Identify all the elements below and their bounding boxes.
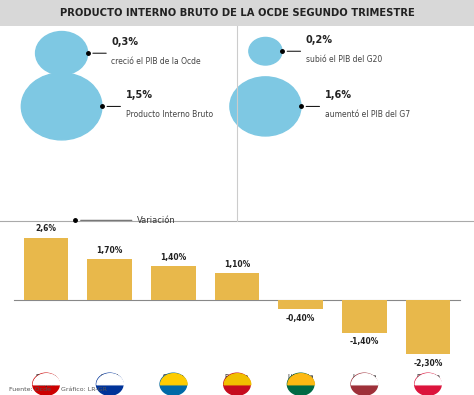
Text: 2,6%: 2,6% (36, 224, 56, 233)
FancyBboxPatch shape (406, 299, 450, 354)
Circle shape (415, 373, 441, 395)
Text: -0,40%: -0,40% (286, 314, 315, 323)
FancyBboxPatch shape (87, 259, 132, 299)
Text: 1,6%: 1,6% (325, 90, 352, 100)
Text: 1,70%: 1,70% (97, 246, 123, 255)
Text: Variación: Variación (137, 216, 176, 225)
Text: Lituania: Lituania (287, 374, 314, 380)
Text: -2,30%: -2,30% (413, 359, 443, 368)
Text: 1,40%: 1,40% (160, 253, 186, 261)
Circle shape (33, 373, 59, 395)
FancyBboxPatch shape (342, 299, 387, 333)
Text: Producto Interno Bruto: Producto Interno Bruto (126, 110, 213, 119)
Text: 0,3%: 0,3% (111, 37, 138, 47)
Text: Polonia: Polonia (416, 374, 440, 380)
FancyBboxPatch shape (151, 266, 196, 299)
FancyBboxPatch shape (278, 299, 323, 309)
Text: Letonia: Letonia (352, 374, 377, 380)
Text: 0,2%: 0,2% (306, 35, 333, 45)
Text: España: España (225, 374, 249, 380)
Circle shape (287, 373, 314, 395)
Text: creció el PIB de la Ocde: creció el PIB de la Ocde (111, 57, 201, 66)
Text: PRODUCTO INTERNO BRUTO DE LA OCDE SEGUNDO TRIMESTRE: PRODUCTO INTERNO BRUTO DE LA OCDE SEGUND… (60, 8, 414, 18)
Text: -1,40%: -1,40% (350, 337, 379, 346)
Text: Fuente: Ocde     Gráfico: LR-GR: Fuente: Ocde Gráfico: LR-GR (9, 387, 107, 392)
Circle shape (96, 373, 123, 395)
Circle shape (224, 373, 250, 395)
FancyBboxPatch shape (24, 238, 68, 299)
Text: aumentó el PIB del G7: aumentó el PIB del G7 (325, 110, 410, 119)
Text: 1,10%: 1,10% (224, 260, 250, 269)
Circle shape (36, 32, 88, 75)
Circle shape (351, 373, 378, 395)
Text: Países
Bajos: Países Bajos (36, 374, 56, 387)
Text: subió el PIB del G20: subió el PIB del G20 (306, 55, 382, 64)
FancyBboxPatch shape (215, 273, 259, 299)
Circle shape (230, 77, 301, 136)
Circle shape (249, 38, 282, 65)
Text: Suecia: Suecia (163, 374, 184, 380)
Circle shape (160, 373, 187, 395)
Text: Israel: Israel (100, 374, 119, 380)
Circle shape (21, 73, 102, 140)
FancyBboxPatch shape (0, 0, 474, 26)
Text: 1,5%: 1,5% (126, 90, 153, 100)
